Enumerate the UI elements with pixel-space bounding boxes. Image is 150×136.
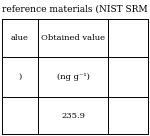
Text: (ng g⁻¹): (ng g⁻¹)	[57, 73, 89, 81]
Text: Obtained value: Obtained value	[41, 34, 105, 42]
Text: 235.9: 235.9	[61, 112, 85, 120]
Text: reference materials (NIST SRM: reference materials (NIST SRM	[2, 5, 148, 14]
Text: alue: alue	[11, 34, 29, 42]
Text: ): )	[18, 73, 22, 81]
